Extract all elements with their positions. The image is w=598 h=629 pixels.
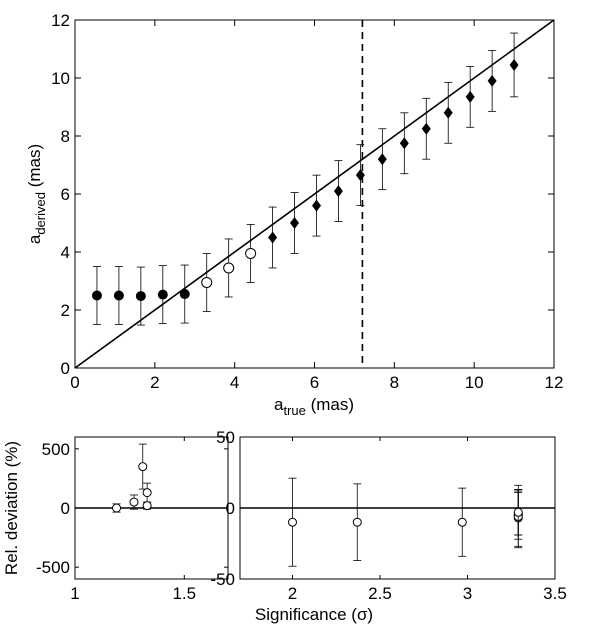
main-y-tick-label: 8 bbox=[61, 127, 70, 146]
data-point-filled-circle bbox=[113, 290, 124, 301]
main-y-tick-label: 6 bbox=[61, 185, 70, 204]
main-y-tick-label: 0 bbox=[61, 359, 70, 378]
br-x-tick-label: 3 bbox=[463, 584, 472, 603]
main-y-tick-label: 10 bbox=[51, 69, 70, 88]
data-point-filled-diamond bbox=[290, 217, 300, 229]
main-x-tick-label: 2 bbox=[150, 373, 159, 392]
data-point-open-circle bbox=[112, 503, 122, 513]
data-point-filled-circle bbox=[91, 290, 102, 301]
br-x-tick-label: 2 bbox=[288, 584, 297, 603]
bottom-left-marks bbox=[75, 443, 228, 513]
br-y-tick-label: 0 bbox=[226, 499, 235, 518]
data-point-open-circle bbox=[201, 276, 213, 288]
data-point-open-circle bbox=[245, 247, 257, 259]
main-x-axis-label: atrue (mas) bbox=[274, 395, 354, 418]
data-point-filled-diamond bbox=[443, 106, 453, 119]
data-point-open-circle bbox=[457, 517, 467, 527]
data-point-filled-diamond bbox=[355, 169, 365, 182]
main-y-tick-label: 2 bbox=[61, 301, 70, 320]
data-point-open-circle bbox=[352, 517, 362, 527]
data-point-filled-diamond bbox=[421, 122, 431, 135]
bottom-right-marks bbox=[240, 477, 555, 567]
br-y-tick-label: 50 bbox=[216, 428, 235, 447]
bl-y-tick-label: 500 bbox=[42, 440, 70, 459]
data-point-open-circle bbox=[223, 262, 235, 274]
data-point-filled-diamond bbox=[268, 231, 278, 244]
data-point-filled-diamond bbox=[509, 58, 519, 71]
data-point-filled-diamond bbox=[465, 90, 475, 103]
data-point-open-circle bbox=[142, 488, 152, 498]
bl-x-tick-label: 1.5 bbox=[172, 584, 196, 603]
br-x-tick-label: 3.5 bbox=[543, 584, 567, 603]
bottom-right-panel: 2 2.5 3 3.5 -50 0 50 Significance (σ) bbox=[210, 428, 566, 624]
data-point-filled-diamond bbox=[487, 74, 497, 87]
main-y-axis-label: aderived (mas) bbox=[25, 144, 48, 244]
data-point-open-circle bbox=[513, 507, 523, 517]
bottom-left-panel: 1 1.5 -500 0 500 Rel. deviation (%) bbox=[2, 436, 229, 603]
bl-x-tick-label: 1 bbox=[70, 584, 79, 603]
data-point-filled-diamond bbox=[311, 199, 321, 212]
main-ticks: 0 2 4 6 8 10 12 0 2 4 6 8 10 12 bbox=[51, 11, 563, 392]
bl-y-tick-label: -500 bbox=[36, 558, 70, 577]
main-y-tick-label: 12 bbox=[51, 11, 70, 30]
data-point-filled-diamond bbox=[399, 137, 409, 150]
identity-line bbox=[74, 19, 555, 369]
data-point-open-circle bbox=[129, 497, 139, 507]
bottom-right-ticks: 2 2.5 3 3.5 -50 0 50 bbox=[210, 428, 566, 603]
bottom-y-axis-label: Rel. deviation (%) bbox=[2, 441, 21, 575]
data-point-filled-diamond bbox=[333, 185, 343, 198]
data-point-filled-circle bbox=[135, 291, 146, 302]
main-x-tick-label: 4 bbox=[230, 373, 239, 392]
main-x-tick-label: 12 bbox=[545, 373, 564, 392]
main-marks bbox=[74, 19, 555, 369]
main-x-tick-label: 10 bbox=[465, 373, 484, 392]
br-x-tick-label: 2.5 bbox=[368, 584, 392, 603]
main-y-tick-label: 4 bbox=[61, 243, 70, 262]
bottom-left-ticks: 1 1.5 -500 0 500 bbox=[36, 437, 228, 603]
main-panel: 0 2 4 6 8 10 12 0 2 4 6 8 10 12 atrue (mas) aderived … bbox=[25, 11, 563, 418]
bottom-x-axis-label: Significance (σ) bbox=[255, 605, 373, 624]
data-point-open-circle bbox=[142, 501, 152, 511]
data-point-open-circle bbox=[138, 462, 148, 472]
bl-y-tick-label: 0 bbox=[61, 499, 70, 518]
data-point-filled-circle bbox=[179, 289, 190, 300]
main-x-tick-label: 6 bbox=[310, 373, 319, 392]
main-x-tick-label: 0 bbox=[70, 373, 79, 392]
data-point-open-circle bbox=[288, 517, 297, 527]
data-point-filled-diamond bbox=[377, 153, 387, 166]
br-y-tick-label: -50 bbox=[210, 570, 235, 589]
main-x-tick-label: 8 bbox=[390, 373, 399, 392]
data-point-filled-circle bbox=[157, 289, 168, 300]
